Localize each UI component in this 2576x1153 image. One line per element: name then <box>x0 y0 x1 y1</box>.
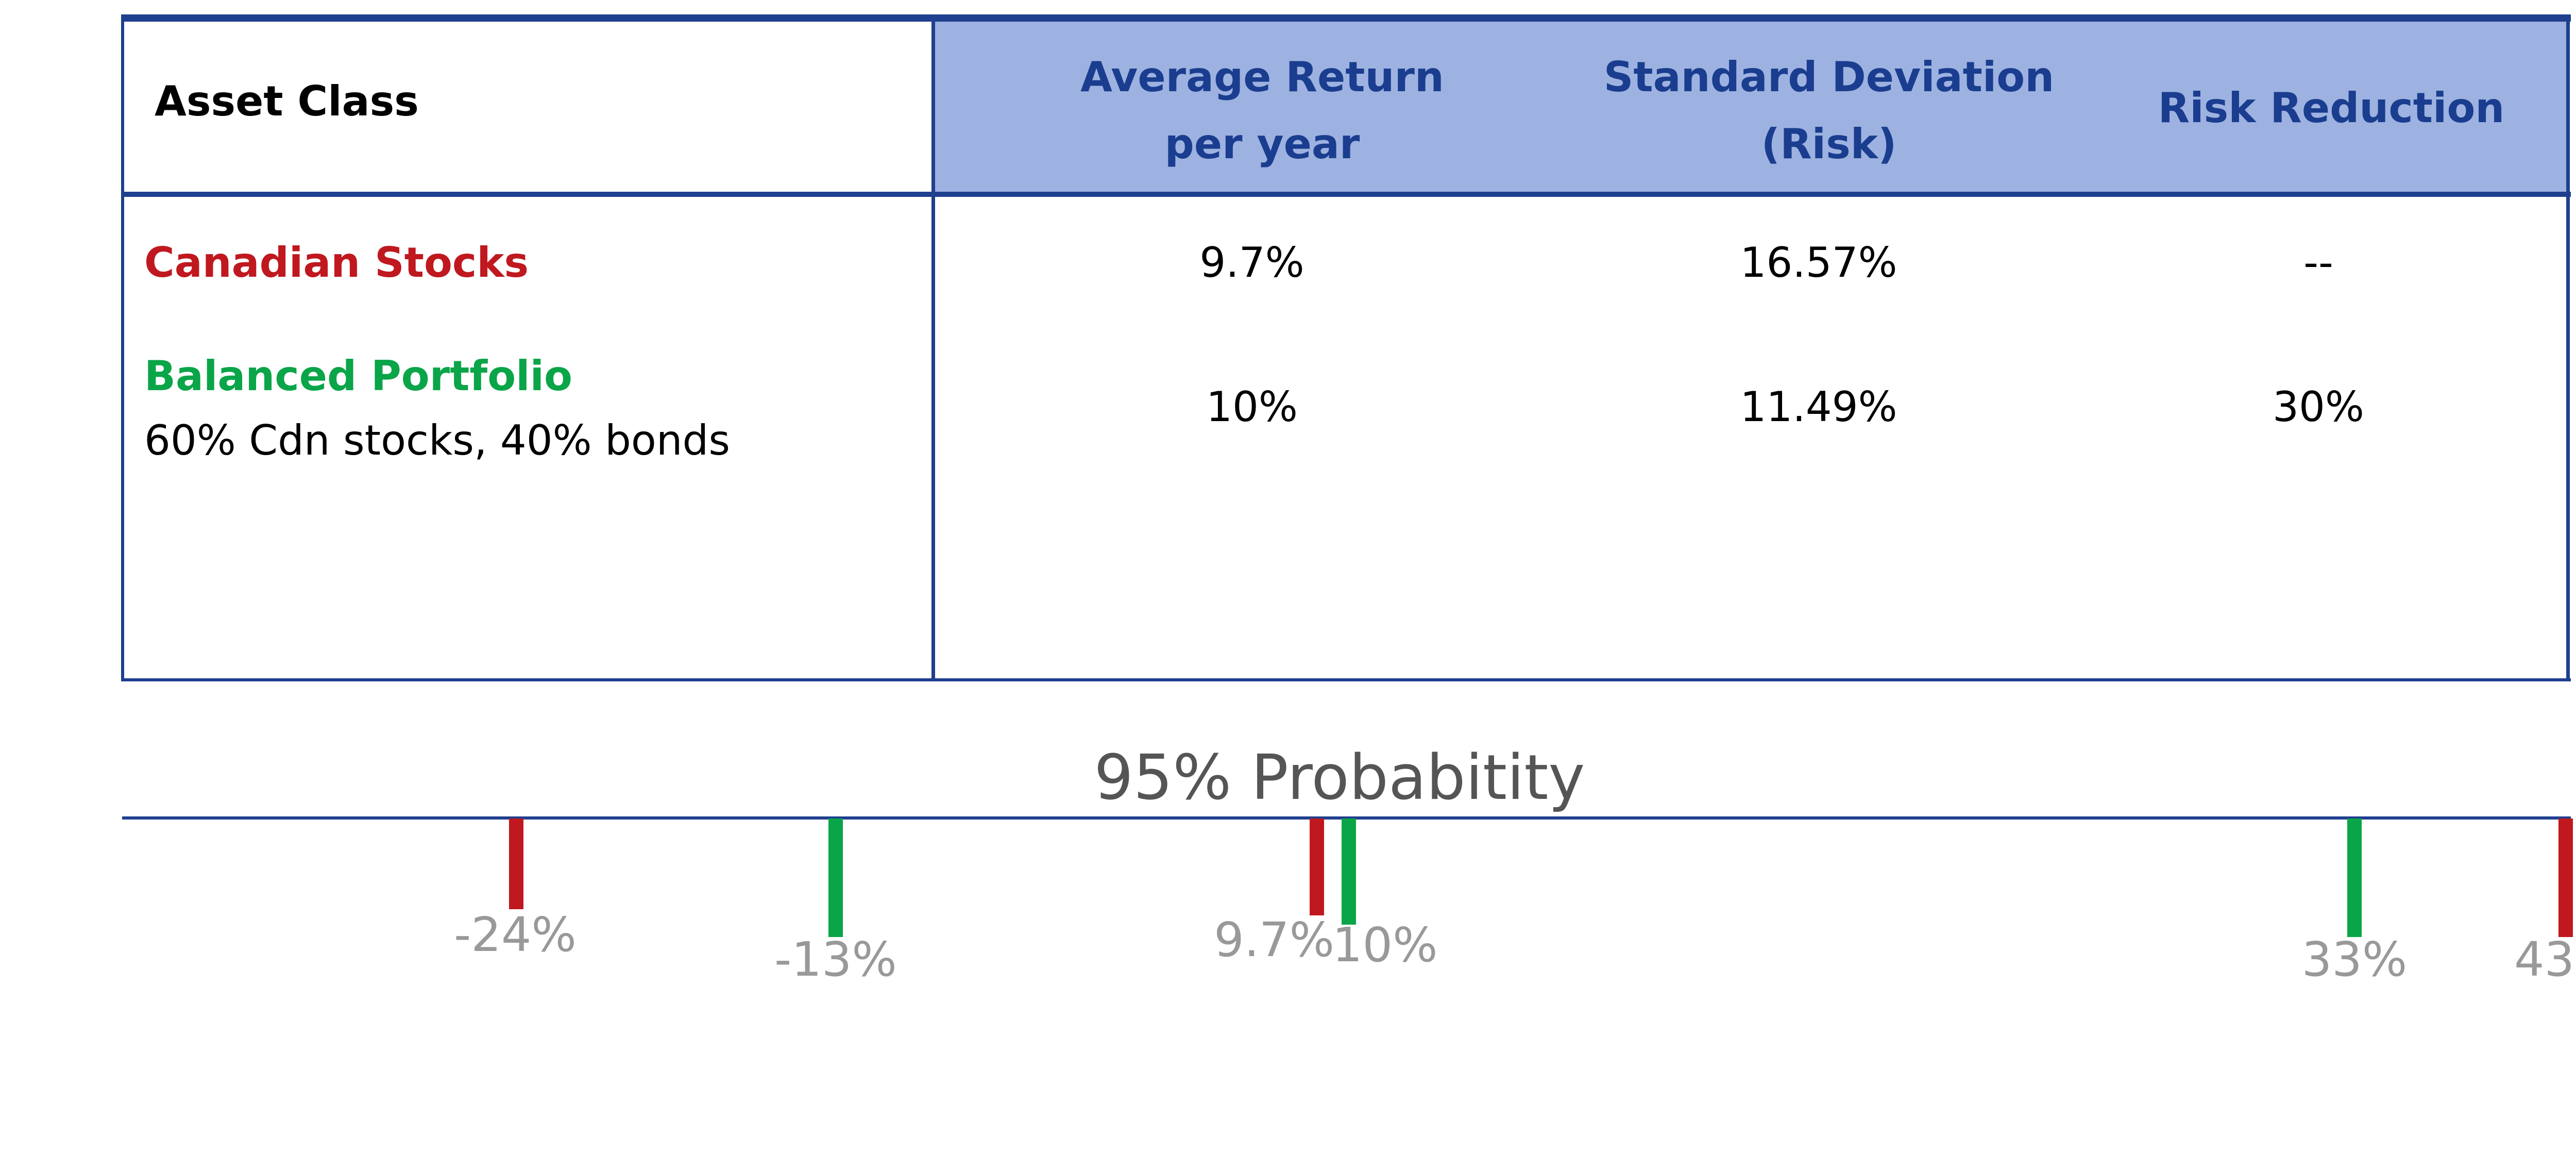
marker-label-canadian-stocks-high: 43% <box>2514 932 2576 987</box>
table-right-border <box>2566 14 2570 681</box>
marker-label-balanced-portfolio-low: -13% <box>774 932 897 987</box>
marker-label-balanced-portfolio-high: 33% <box>2301 932 2408 987</box>
row-canadian-stocks-risk-reduction: -- <box>2303 239 2333 287</box>
table-header-divider <box>122 192 2571 197</box>
row-canadian-stocks-name: Canadian Stocks <box>144 239 529 287</box>
table-bottom-border <box>122 678 2571 681</box>
marker-canadian-stocks-high <box>2558 818 2573 937</box>
marker-label-canadian-stocks-mean: 9.7% <box>1214 912 1334 967</box>
marker-canadian-stocks-mean <box>1310 818 1324 915</box>
marker-balanced-portfolio-mean <box>1342 818 1356 925</box>
marker-balanced-portfolio-high <box>2347 818 2362 937</box>
header-standard-deviation-line2: (Risk) <box>1761 120 1897 168</box>
header-standard-deviation-line1: Standard Deviation <box>1603 53 2055 101</box>
marker-label-canadian-stocks-low: -24% <box>454 907 577 962</box>
header-average-return: Average Return per year <box>1005 44 1520 178</box>
marker-balanced-portfolio-low <box>828 818 843 937</box>
marker-label-balanced-portfolio-mean: 10% <box>1332 917 1438 973</box>
header-average-return-line2: per year <box>1164 120 1360 168</box>
row-balanced-portfolio-avg-return: 10% <box>1206 383 1298 431</box>
row-balanced-portfolio-subtitle: 60% Cdn stocks, 40% bonds <box>144 416 730 464</box>
probability-axis-line <box>122 816 2571 820</box>
row-canadian-stocks-avg-return: 9.7% <box>1199 239 1304 287</box>
table-header-fill <box>934 18 2568 195</box>
row-balanced-portfolio-name: Balanced Portfolio <box>144 352 572 400</box>
table-left-border <box>121 14 124 681</box>
marker-canadian-stocks-low <box>509 818 523 909</box>
probability-title: 95% Probabitity <box>1094 742 1585 814</box>
table-top-border <box>122 14 2571 22</box>
header-average-return-line1: Average Return <box>1080 53 1444 101</box>
header-asset-class: Asset Class <box>155 77 419 125</box>
row-balanced-portfolio-risk-reduction: 30% <box>2273 383 2364 431</box>
header-standard-deviation: Standard Deviation (Risk) <box>1546 44 2112 178</box>
row-balanced-portfolio-std-dev: 11.49% <box>1740 383 1897 431</box>
row-canadian-stocks-std-dev: 16.57% <box>1740 239 1897 287</box>
table-column-divider <box>931 14 935 681</box>
header-risk-reduction: Risk Reduction <box>2158 84 2505 132</box>
